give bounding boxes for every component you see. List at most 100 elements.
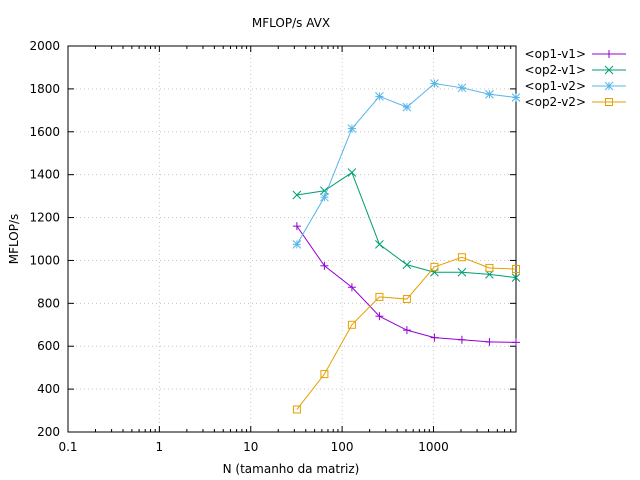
data-point-op1-v1 (347, 283, 356, 292)
data-point-op1-v2 (511, 93, 521, 102)
y-tick-label: 1600 (29, 125, 60, 139)
data-point-op1-v2 (320, 192, 329, 202)
marker-stroke (375, 92, 384, 101)
data-point-op2-v1 (292, 190, 302, 200)
x-tick-label: 1 (156, 440, 164, 454)
plot-border (67, 45, 517, 433)
data-point-op1-v2 (485, 89, 494, 99)
marker-stroke (375, 292, 384, 301)
marker-stroke (430, 79, 439, 88)
y-tick-label: 800 (37, 296, 60, 310)
marker-stroke (430, 267, 439, 277)
data-point-op2-v2 (402, 295, 411, 304)
series-op2-v1 (292, 168, 521, 282)
data-point-op1-v1 (485, 337, 494, 346)
y-tick-label: 1400 (29, 168, 60, 182)
marker-stroke (375, 240, 384, 249)
marker-stroke (320, 192, 329, 202)
x-tick-label: 1000 (418, 440, 449, 454)
y-tick-label: 1000 (29, 253, 60, 267)
legend-marker (605, 98, 613, 106)
marker-stroke (292, 405, 301, 414)
marker-stroke (457, 267, 467, 277)
marker-stroke (605, 98, 613, 106)
data-point-op1-v1 (430, 333, 439, 342)
marker-stroke (292, 190, 302, 200)
legend-item-op1-v2: <op1-v2> (525, 79, 626, 93)
y-axis-title: MFLOP/s (7, 214, 21, 265)
data-point-op2-v1 (347, 168, 357, 177)
marker-stroke (402, 260, 412, 270)
marker-stroke (485, 89, 494, 99)
data-point-op2-v1 (457, 267, 467, 277)
data-point-op2-v2 (375, 292, 384, 301)
marker-stroke (320, 370, 329, 379)
legend-label: <op1-v1> (525, 47, 586, 61)
data-point-op1-v2 (402, 102, 412, 112)
data-point-op2-v2 (347, 320, 356, 329)
legend: <op1-v1> <op2-v1> <op1-v2> <op2-v2> (525, 47, 626, 109)
legend-marker (605, 50, 613, 58)
marker-stroke (485, 263, 494, 272)
legend-item-op1-v1: <op1-v1> (525, 47, 626, 61)
series-line-op1-v1 (296, 225, 517, 343)
marker-stroke (457, 83, 467, 93)
y-tick-label: 200 (37, 425, 60, 439)
x-tick-label: 100 (331, 440, 354, 454)
data-point-op2-v1 (511, 273, 521, 282)
marker-stroke (347, 124, 357, 133)
series-op1-v1 (292, 222, 520, 347)
marker-stroke (511, 273, 521, 282)
data-point-op2-v2 (292, 405, 301, 414)
data-point-op1-v2 (430, 79, 439, 88)
series-op2-v2 (292, 253, 520, 414)
data-point-op2-v2 (430, 262, 439, 271)
legend-item-op2-v1: <op2-v1> (525, 63, 626, 77)
data-point-op1-v1 (320, 261, 329, 270)
data-point-op1-v1 (375, 312, 384, 321)
series-op1-v2 (292, 79, 521, 249)
y-tick-label: 2000 (29, 39, 60, 53)
marker-stroke (402, 295, 411, 304)
legend-label: <op2-v2> (525, 95, 586, 109)
legend-item-op2-v2: <op2-v2> (525, 95, 626, 109)
marker-stroke (604, 81, 614, 91)
data-point-op1-v2 (375, 92, 384, 101)
marker-stroke (511, 93, 521, 102)
axes (67, 45, 517, 433)
x-tick-label: 0.1 (58, 440, 77, 454)
data-point-op2-v2 (485, 263, 494, 272)
marker-stroke (604, 65, 614, 75)
y-tick-label: 1200 (29, 211, 60, 225)
chart-title: MFLOP/s AVX (252, 16, 330, 30)
marker-stroke (347, 320, 356, 329)
data-point-op1-v1 (457, 335, 466, 344)
legend-marker (604, 65, 614, 75)
series-line-op2-v1 (296, 171, 517, 279)
data-point-op2-v2 (457, 253, 466, 262)
data-point-op2-v2 (512, 265, 520, 274)
y-tick-label: 400 (37, 382, 60, 396)
marker-stroke (347, 168, 357, 177)
x-axis-title: N (tamanho da matriz) (223, 462, 360, 476)
grid (68, 46, 516, 432)
data-point-op2-v2 (320, 370, 329, 379)
x-tick-label: 10 (243, 440, 258, 454)
data-point-op2-v1 (375, 240, 384, 249)
y-tick-label: 1800 (29, 82, 60, 96)
data-point-op2-v1 (320, 186, 329, 196)
data-point-op1-v1 (512, 338, 520, 347)
data-point-op1-v1 (292, 222, 301, 231)
data-point-op1-v2 (457, 83, 467, 93)
ticks: 200 400 600 800 1000 1200 1400 1600 1800 2000 0.1 1… (29, 39, 517, 454)
legend-marker (604, 81, 614, 91)
marker-stroke (320, 186, 329, 196)
legend-label: <op2-v1> (525, 63, 586, 77)
data-point-op1-v2 (347, 124, 357, 133)
marker-stroke (430, 262, 439, 271)
marker-stroke (402, 102, 412, 112)
legend-label: <op1-v2> (525, 79, 586, 93)
marker-stroke (512, 265, 520, 274)
data-point-op2-v1 (402, 260, 412, 270)
